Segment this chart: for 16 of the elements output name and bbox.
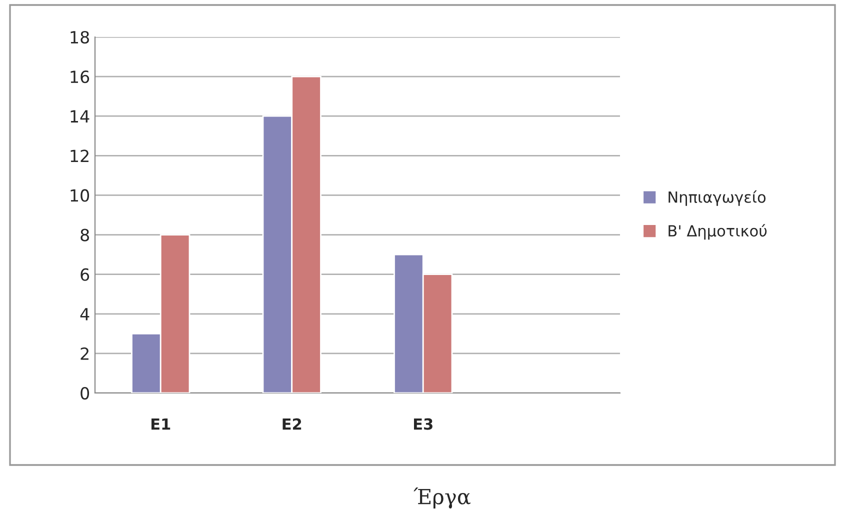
y-tick-label: 12 (70, 150, 88, 162)
x-axis-title: Έργα (414, 487, 470, 508)
legend-label: B' Δημοτικού (668, 224, 767, 240)
x-tick-label: E3 (414, 418, 432, 430)
y-tick-label: 14 (70, 110, 90, 122)
y-tick-label: 10 (70, 189, 90, 202)
x-tick-label: E1 (151, 418, 170, 430)
y-tick-label: 16 (70, 70, 90, 84)
y-tick-label: 0 (80, 386, 90, 400)
y-tick-label: 2 (80, 347, 88, 360)
y-tick-label: 4 (80, 308, 90, 320)
y-tick-label: 18 (70, 30, 89, 44)
legend-label: Νηπιαγωγείο (668, 190, 766, 206)
x-tick-label: E2 (282, 418, 302, 430)
y-tick-label: 8 (80, 228, 89, 242)
y-tick-label: 6 (80, 268, 90, 281)
